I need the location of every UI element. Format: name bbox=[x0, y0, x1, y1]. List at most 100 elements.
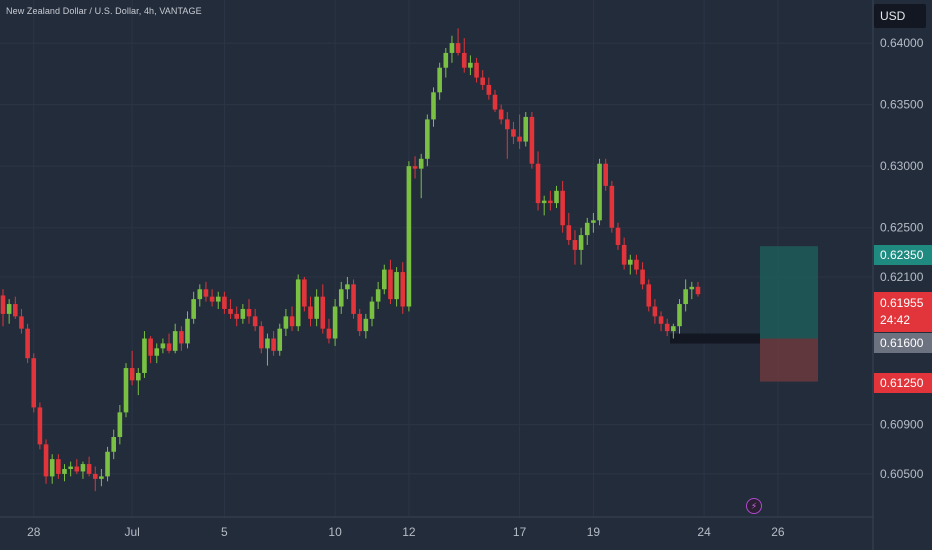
candle-body bbox=[425, 119, 430, 159]
candle-body bbox=[62, 468, 67, 474]
position-zones bbox=[670, 246, 818, 382]
candle-body bbox=[529, 116, 535, 164]
candle-body bbox=[6, 304, 12, 314]
candle-body bbox=[49, 459, 55, 477]
candle-body bbox=[566, 225, 572, 241]
candle-body bbox=[658, 316, 664, 324]
candle-countdown: 24:42 bbox=[880, 313, 911, 327]
candle-body bbox=[56, 459, 61, 474]
candle-body bbox=[689, 286, 695, 290]
candle-body bbox=[265, 338, 270, 349]
candle-body bbox=[179, 331, 184, 344]
candle-body bbox=[338, 289, 344, 307]
lightning-icon[interactable]: ⚡ bbox=[746, 498, 762, 514]
candle-body bbox=[295, 279, 301, 327]
candle-body bbox=[129, 368, 135, 381]
support-level-marker bbox=[670, 333, 760, 344]
price-tick-label: 0.60900 bbox=[880, 418, 924, 432]
candle-body bbox=[43, 444, 49, 477]
candle-body bbox=[37, 407, 43, 445]
grid-lines bbox=[0, 0, 873, 517]
candle-body bbox=[25, 328, 30, 359]
candle-body bbox=[111, 436, 116, 452]
target-price-tag: 0.62350 bbox=[874, 245, 932, 265]
candle-body bbox=[400, 272, 406, 307]
candle-body bbox=[142, 338, 147, 373]
candle-body bbox=[431, 92, 436, 120]
candle-body bbox=[123, 368, 129, 413]
entry-price-tag: 0.61600 bbox=[874, 333, 932, 353]
candle-body bbox=[332, 306, 338, 339]
candle-body bbox=[695, 286, 701, 295]
target-zone bbox=[760, 246, 818, 339]
candle-body bbox=[468, 62, 473, 68]
candle-body bbox=[449, 43, 455, 53]
candle-body bbox=[74, 466, 80, 472]
candle-body bbox=[148, 338, 153, 356]
time-tick-label: 28 bbox=[27, 525, 41, 539]
candle-body bbox=[443, 52, 449, 68]
candle-body bbox=[492, 94, 498, 110]
time-tick-label: Jul bbox=[124, 525, 139, 539]
price-axis[interactable]: 0.64000 0.63500 0.63000 0.62500 0.62100 0.609… bbox=[880, 36, 924, 481]
candle-body bbox=[615, 227, 621, 245]
price-tick-label: 0.62100 bbox=[880, 270, 924, 284]
candle-body bbox=[160, 343, 166, 349]
candle-body bbox=[277, 328, 283, 351]
candle-body bbox=[437, 67, 442, 93]
price-tick-label: 0.62500 bbox=[880, 221, 924, 235]
price-tick-label: 0.63000 bbox=[880, 159, 924, 173]
stop-zone bbox=[760, 338, 818, 382]
time-tick-label: 24 bbox=[697, 525, 711, 539]
candle-body bbox=[474, 62, 479, 78]
time-tick-label: 10 bbox=[328, 525, 342, 539]
candle-body bbox=[19, 316, 24, 329]
candle-body bbox=[222, 296, 227, 309]
candle-body bbox=[486, 84, 492, 95]
symbol-title: New Zealand Dollar / U.S. Dollar, 4h, VA… bbox=[6, 6, 202, 16]
candle-body bbox=[357, 313, 362, 332]
candle-body bbox=[677, 304, 682, 327]
candle-body bbox=[517, 136, 522, 142]
candle-body bbox=[628, 259, 633, 265]
candles bbox=[0, 28, 701, 492]
candle-body bbox=[671, 326, 676, 332]
candle-body bbox=[259, 326, 264, 349]
candle-body bbox=[535, 163, 541, 204]
candle-body bbox=[240, 308, 246, 319]
candle-body bbox=[523, 116, 529, 142]
candle-body bbox=[461, 52, 467, 68]
candle-body bbox=[584, 222, 590, 236]
time-tick-label: 19 bbox=[587, 525, 601, 539]
currency-button[interactable]: USD bbox=[874, 4, 926, 28]
candle-body bbox=[289, 316, 295, 327]
candle-body bbox=[86, 464, 92, 474]
candle-body bbox=[302, 279, 307, 307]
candle-body bbox=[652, 306, 658, 317]
candle-body bbox=[548, 200, 553, 204]
candle-body bbox=[609, 185, 615, 228]
time-tick-label: 5 bbox=[221, 525, 228, 539]
candle-body bbox=[314, 296, 319, 319]
candle-body bbox=[105, 451, 110, 477]
candle-body bbox=[511, 129, 516, 137]
candle-body bbox=[154, 348, 160, 356]
candle-body bbox=[382, 269, 387, 290]
candle-body bbox=[541, 200, 547, 204]
candle-body bbox=[31, 358, 37, 408]
time-axis[interactable]: 28 Jul 5 10 12 17 19 24 26 bbox=[27, 525, 785, 539]
candle-body bbox=[369, 301, 375, 319]
candle-body bbox=[640, 269, 645, 285]
candle-body bbox=[406, 166, 412, 307]
candle-body bbox=[597, 163, 602, 221]
candle-body bbox=[554, 190, 559, 204]
candle-body bbox=[197, 289, 203, 300]
candle-body bbox=[92, 473, 98, 479]
candle-body bbox=[203, 289, 209, 297]
current-price-tag: 0.61955 24:42 bbox=[874, 292, 932, 332]
candle-body bbox=[560, 190, 565, 226]
candle-body bbox=[320, 296, 326, 329]
candle-body bbox=[99, 476, 104, 479]
candle-body bbox=[603, 163, 608, 186]
